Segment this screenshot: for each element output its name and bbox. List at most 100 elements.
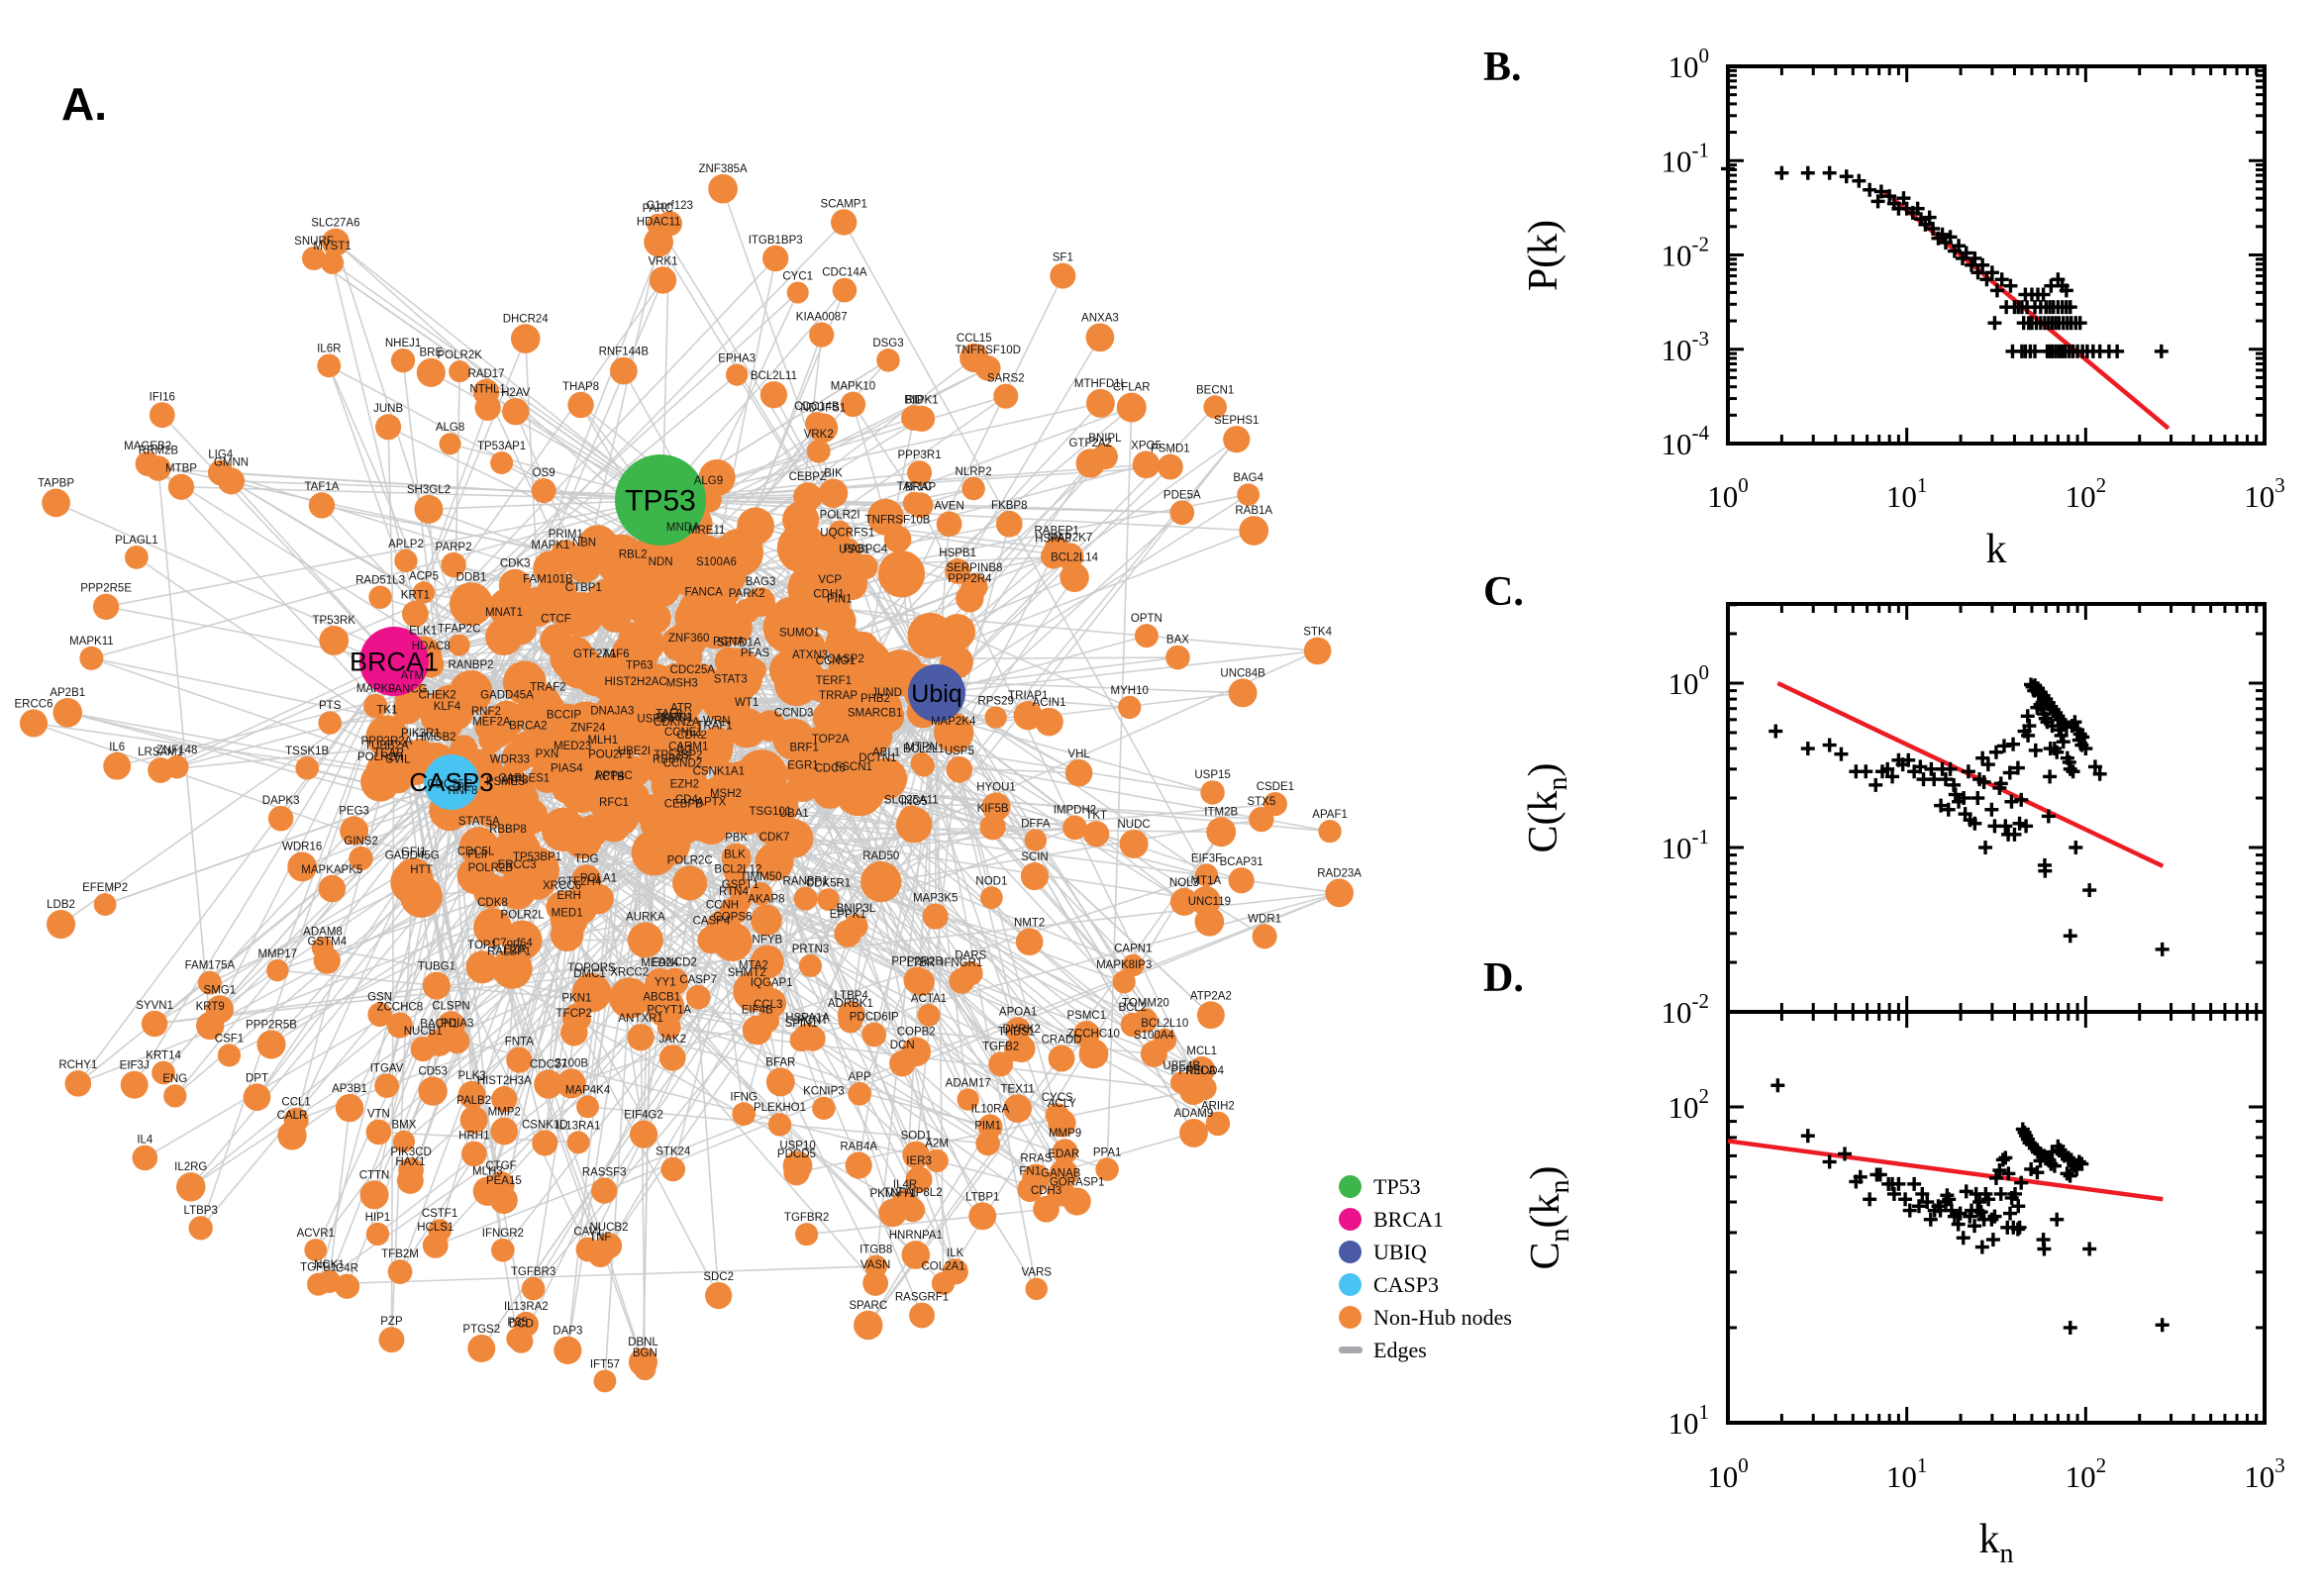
gene-label: CABLES1 [498, 773, 550, 785]
gene-label: TOMM20 [1122, 997, 1169, 1009]
gene-label: AURKA [626, 911, 665, 923]
gene-label: PARK2 [729, 588, 765, 600]
gene-label: PSMC1 [1067, 1010, 1107, 1022]
gene-label: ACTA1 [911, 993, 947, 1005]
gene-node [1178, 1076, 1208, 1105]
gene-label: SEPHS1 [1214, 415, 1259, 427]
gene-node [575, 979, 604, 1008]
gene-label: PEG3 [339, 806, 369, 818]
gene-node [401, 600, 429, 628]
gene-node [490, 1238, 515, 1262]
gene-label: TNF [589, 1232, 611, 1244]
gene-label: NEDD4 [1185, 1065, 1225, 1077]
gene-label: LTBR [907, 957, 936, 969]
gene-label: CD4 [675, 794, 699, 806]
gene-label: HMGB2 [416, 732, 456, 744]
y-tick-label: 10-2 [1662, 233, 1710, 273]
gene-label: UQCRFS1 [820, 528, 874, 540]
gene-label: BECN1 [1196, 384, 1234, 396]
gene-label: TAF6 [602, 648, 629, 660]
x-tick-label: 102 [2066, 1453, 2107, 1494]
gene-node [1045, 1103, 1069, 1128]
gene-label: SNURF [294, 236, 334, 248]
gene-label: SUMO1 [779, 627, 820, 639]
gene-node [854, 1310, 883, 1341]
gene-node [672, 865, 708, 901]
gene-label: RAD17 [468, 368, 505, 380]
gene-label: COPB2 [897, 1026, 936, 1038]
gene-label: EFEMP2 [82, 882, 128, 894]
gene-label: FAM175A [185, 960, 236, 972]
gene-node [441, 551, 466, 578]
gene-label: APOA1 [999, 1006, 1037, 1018]
gene-label: RAD23A [1317, 868, 1362, 880]
gene-node [719, 648, 759, 688]
gene-node [774, 819, 814, 858]
gene-label: PLEKHO1 [754, 1102, 806, 1114]
gene-label: KLF4 [434, 701, 461, 713]
gene-label: NLRP2 [956, 466, 992, 478]
gene-label: EPHA3 [718, 352, 756, 364]
gene-node [708, 173, 738, 204]
gene-label: SCIN [1021, 851, 1048, 863]
gene-label: CSTF1 [422, 1208, 457, 1220]
gene-label: SPARC [849, 1300, 887, 1312]
gene-node [696, 566, 737, 608]
gene-label: DDB1 [456, 571, 487, 583]
x-tick-label: 101 [1886, 1453, 1928, 1494]
gene-label: RRAS [1020, 1153, 1052, 1165]
gene-label: PZP [380, 1316, 403, 1328]
gene-label: STAT5A [458, 816, 500, 828]
gene-node [535, 584, 561, 611]
gene-node [502, 920, 543, 960]
gene-label: LTBP3 [184, 1205, 218, 1217]
gene-label: SERPINB8 [947, 562, 1003, 574]
gene-node [665, 754, 704, 793]
gene-label: ITM2B [1204, 806, 1238, 818]
gene-label: SLC27A6 [311, 218, 359, 230]
gene-label: POLR2H [357, 751, 403, 763]
gene-label: MEF2A [472, 716, 511, 728]
gene-label: PDCD5 [777, 1148, 816, 1160]
node-swatch-icon [1339, 1175, 1362, 1198]
gene-label: DCTN1 [858, 752, 896, 764]
gene-node [1085, 323, 1115, 352]
gene-node [809, 322, 835, 348]
gene-node [1062, 1187, 1091, 1216]
gene-label: UNC119 [1188, 896, 1231, 908]
gene-label: ABCB1 [643, 991, 680, 1003]
gene-label: TRAF2 [530, 682, 565, 694]
gene-node [696, 776, 741, 821]
gene-label: USP15 [1194, 769, 1230, 781]
gene-node [1052, 1139, 1078, 1164]
gene-node [1049, 1158, 1079, 1189]
gene-label: TFB2M [381, 1248, 419, 1260]
gene-label: CCL1 [281, 1097, 310, 1109]
legend-item-label: Non-Hub nodes [1373, 1304, 1512, 1330]
gene-node [359, 1180, 389, 1210]
gene-label: LRSAM1 [138, 747, 183, 758]
gene-label: IL2 [676, 744, 692, 755]
gene-node [148, 756, 174, 783]
gene-node [665, 713, 697, 744]
gene-node [772, 718, 815, 760]
gene-node [320, 250, 345, 275]
gene-label: ACVR1 [297, 1228, 335, 1240]
gene-label: XRCC6 [543, 880, 581, 892]
gene-node [460, 1141, 487, 1167]
gene-label: APTX [696, 797, 726, 809]
network-hubs: TP53 BRCA1 Ubiq CASP3 [350, 454, 965, 810]
gene-label: FANCA [685, 586, 724, 598]
gene-label: VTN [367, 1109, 390, 1121]
gene-label: EIF4B [742, 1005, 773, 1017]
hub-label-TP53: TP53 [625, 485, 696, 518]
gene-label: DCN [890, 1040, 915, 1051]
gene-node [974, 354, 1001, 381]
gene-label: FANCD2 [652, 957, 696, 969]
gene-label: PPP2R2B [891, 955, 943, 967]
gene-label: PIK3CD [390, 1147, 432, 1158]
gene-label: BNIPL [1088, 433, 1122, 445]
gene-node [217, 1044, 242, 1067]
gene-node [832, 664, 859, 692]
gene-node [1119, 829, 1149, 858]
